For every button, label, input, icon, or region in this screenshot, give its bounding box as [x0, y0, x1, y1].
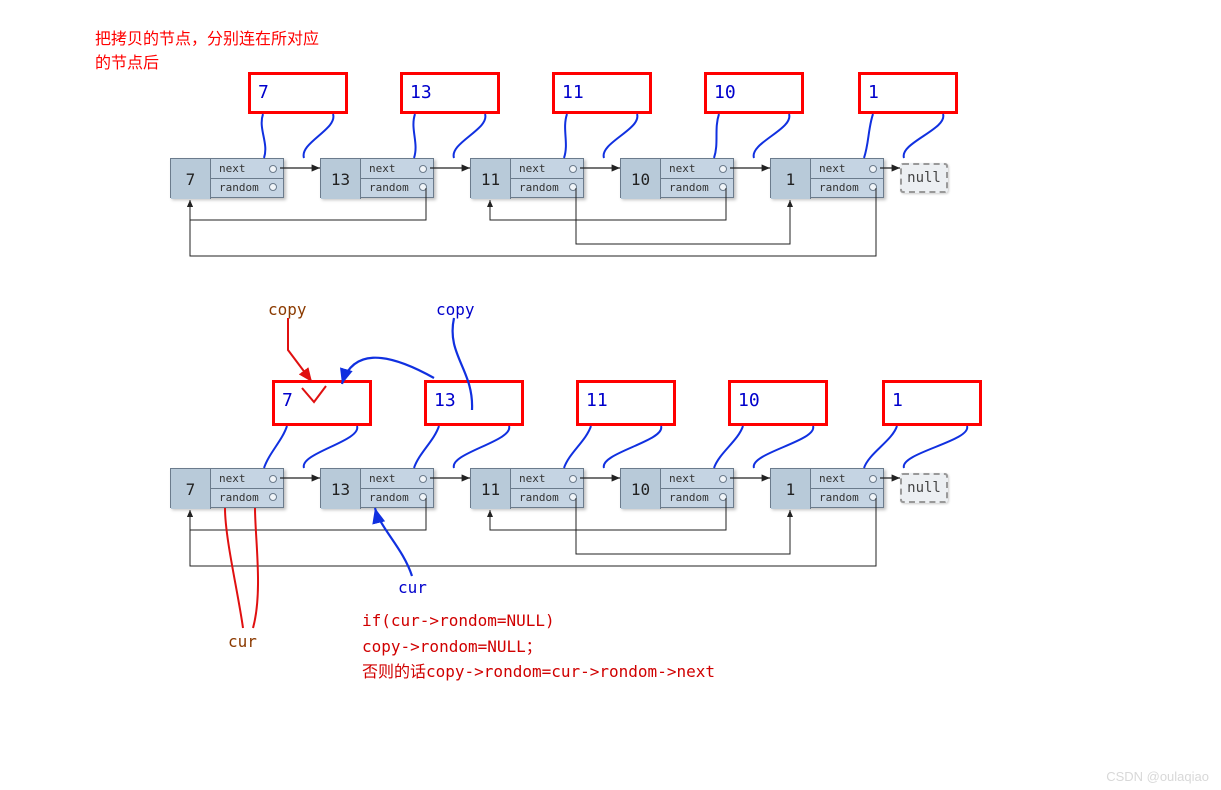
node-random-row: random	[211, 487, 283, 507]
node-random-row: random	[811, 487, 883, 507]
node-next-row: next	[211, 469, 283, 489]
code-annotation: if(cur->rondom=NULL) copy->rondom=NULL； …	[362, 608, 715, 685]
node-next-row: next	[811, 469, 883, 489]
node-next-row: next	[211, 159, 283, 179]
node-random-row: random	[811, 177, 883, 197]
list-node: 1nextrandom	[770, 468, 884, 508]
list-node: 13nextrandom	[320, 158, 434, 198]
node-random-row: random	[211, 177, 283, 197]
null-box: null	[900, 163, 948, 193]
copy-box-label: 1	[868, 82, 879, 103]
node-random-row: random	[661, 487, 733, 507]
node-random-row: random	[511, 177, 583, 197]
node-random-row: random	[361, 177, 433, 197]
node-value: 13	[321, 469, 361, 509]
node-value: 11	[471, 159, 511, 199]
copy-box-label: 13	[410, 82, 432, 103]
node-random-row: random	[511, 487, 583, 507]
copy-box-label: 1	[892, 390, 903, 411]
list-node: 10nextrandom	[620, 468, 734, 508]
node-value: 1	[771, 159, 811, 199]
cur-label-1: cur	[228, 632, 257, 651]
list-node: 10nextrandom	[620, 158, 734, 198]
node-next-row: next	[511, 469, 583, 489]
node-random-row: random	[661, 177, 733, 197]
node-value: 10	[621, 469, 661, 509]
list-node: 7nextrandom	[170, 468, 284, 508]
node-next-row: next	[661, 159, 733, 179]
node-value: 13	[321, 159, 361, 199]
list-node: 13nextrandom	[320, 468, 434, 508]
watermark: CSDN @oulaqiao	[1106, 769, 1209, 784]
copy-box-label: 7	[258, 82, 269, 103]
copy-box-label: 11	[586, 390, 608, 411]
list-node: 7nextrandom	[170, 158, 284, 198]
copy-label-2: copy	[436, 300, 475, 319]
node-next-row: next	[811, 159, 883, 179]
node-next-row: next	[361, 159, 433, 179]
copy-box-label: 10	[714, 82, 736, 103]
node-value: 1	[771, 469, 811, 509]
copy-box-label: 7	[282, 390, 293, 411]
copy-box-label: 13	[434, 390, 456, 411]
node-value: 7	[171, 159, 211, 199]
list-node: 11nextrandom	[470, 158, 584, 198]
copy-box-label: 11	[562, 82, 584, 103]
list-node: 1nextrandom	[770, 158, 884, 198]
null-box: null	[900, 473, 948, 503]
node-next-row: next	[661, 469, 733, 489]
node-next-row: next	[511, 159, 583, 179]
node-value: 7	[171, 469, 211, 509]
copy-box-label: 10	[738, 390, 760, 411]
copy-label-1: copy	[268, 300, 307, 319]
node-random-row: random	[361, 487, 433, 507]
node-next-row: next	[361, 469, 433, 489]
list-node: 11nextrandom	[470, 468, 584, 508]
cur-label-2: cur	[398, 578, 427, 597]
node-value: 11	[471, 469, 511, 509]
node-value: 10	[621, 159, 661, 199]
diagram-caption: 把拷贝的节点，分别连在所对应 的节点后	[95, 28, 319, 76]
